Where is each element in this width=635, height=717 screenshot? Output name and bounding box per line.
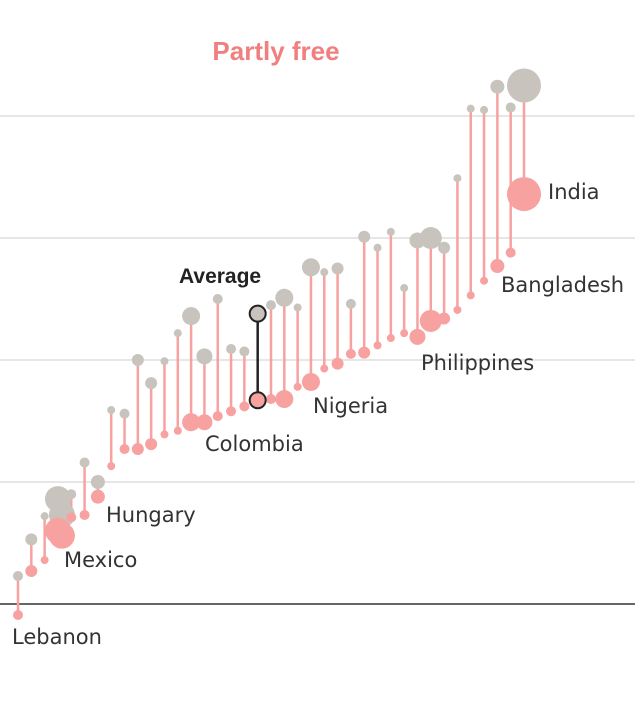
top-dot-10 — [131, 354, 144, 366]
top-dot-13 — [173, 329, 182, 338]
bottom-dot-6 — [79, 509, 90, 520]
label-colombia: Colombia — [205, 432, 304, 456]
bottom-dot-28 — [386, 334, 395, 343]
top-dot-14 — [182, 307, 201, 326]
top-dot-34 — [466, 104, 475, 113]
bottom-dot-37 — [505, 247, 516, 258]
top-dot-32 — [438, 241, 451, 254]
top-dot-2 — [40, 512, 49, 521]
bottom-dot-24 — [331, 357, 344, 370]
label-bangladesh: Bangladesh — [501, 273, 624, 297]
bottom-dot-30 — [409, 328, 426, 345]
bottom-dot-36 — [490, 259, 505, 274]
top-dot-18 — [239, 346, 250, 357]
bottom-dot-12 — [160, 430, 169, 439]
top-dot-25 — [345, 298, 356, 309]
bottom-dot-31 — [419, 309, 442, 332]
top-dot-22 — [301, 258, 320, 277]
top-dot-21 — [293, 303, 302, 312]
top-dot-23 — [320, 268, 329, 277]
average-top-dot — [248, 304, 267, 323]
bottom-dot-4 — [48, 522, 75, 549]
bottom-dot-26 — [358, 346, 371, 359]
bottom-dot-21 — [293, 382, 302, 391]
label-mexico: Mexico — [64, 548, 137, 572]
bottom-dot-15 — [196, 414, 213, 431]
top-dot-11 — [145, 377, 158, 390]
top-dot-8 — [107, 406, 116, 415]
top-dot-38 — [507, 68, 541, 103]
top-dot-16 — [212, 294, 223, 304]
bottom-dot-34 — [466, 291, 475, 300]
bottom-dot-27 — [373, 341, 382, 350]
bottom-dot-35 — [480, 276, 489, 285]
top-dot-35 — [480, 105, 489, 114]
bottom-dot-0 — [13, 609, 23, 620]
top-dot-5 — [66, 489, 77, 500]
bottom-dot-11 — [145, 438, 158, 451]
bottom-dot-14 — [182, 413, 201, 432]
marks — [13, 68, 541, 620]
bottom-dot-19 — [266, 394, 276, 405]
label-nigeria: Nigeria — [313, 394, 388, 418]
top-dot-20 — [275, 288, 294, 307]
average-bottom-dot — [248, 391, 267, 410]
bottom-dot-1 — [25, 565, 38, 578]
top-dot-24 — [331, 262, 344, 275]
top-dot-12 — [160, 357, 169, 366]
bottom-dot-2 — [40, 556, 49, 565]
top-dot-19 — [266, 300, 276, 311]
top-dot-1 — [25, 533, 38, 546]
label-lebanon: Lebanon — [12, 625, 102, 649]
bottom-dot-7 — [90, 489, 105, 504]
labels: Lebanon Mexico Hungary Colombia Nigeria … — [12, 180, 624, 649]
bottom-dot-5 — [66, 512, 77, 523]
bottom-dot-38 — [507, 177, 541, 212]
top-dot-31 — [419, 227, 442, 249]
bottom-dot-25 — [345, 348, 356, 359]
bottom-dot-33 — [453, 305, 462, 314]
top-dot-26 — [358, 230, 371, 243]
bottom-dot-23 — [320, 364, 329, 373]
bottom-dot-32 — [438, 312, 451, 325]
top-dot-17 — [226, 344, 237, 355]
bottom-dot-20 — [275, 390, 294, 409]
bottom-dot-17 — [226, 406, 237, 417]
bottom-dot-8 — [107, 462, 116, 471]
bottom-dot-9 — [119, 444, 130, 455]
bottom-dot-16 — [212, 411, 223, 422]
top-dot-15 — [196, 348, 213, 365]
bottom-dot-29 — [400, 329, 409, 338]
top-dot-37 — [505, 102, 516, 113]
top-dot-28 — [386, 227, 395, 236]
label-hungary: Hungary — [106, 503, 196, 527]
bottom-dot-22 — [301, 372, 320, 391]
label-average: Average — [179, 265, 261, 288]
top-dot-36 — [490, 79, 505, 94]
top-dot-6 — [79, 457, 90, 468]
bottom-dot-18 — [239, 401, 250, 412]
bottom-dot-13 — [173, 426, 182, 435]
gridlines — [0, 115, 635, 605]
label-india: India — [548, 180, 600, 204]
bottom-dot-10 — [131, 443, 144, 456]
top-dot-0 — [13, 570, 23, 581]
top-dot-9 — [119, 408, 130, 419]
top-dot-29 — [400, 284, 409, 293]
chart-title: Partly free — [212, 36, 339, 66]
top-dot-7 — [90, 475, 105, 489]
label-philippines: Philippines — [421, 351, 534, 375]
top-dot-33 — [453, 174, 462, 183]
top-dot-27 — [373, 243, 382, 252]
